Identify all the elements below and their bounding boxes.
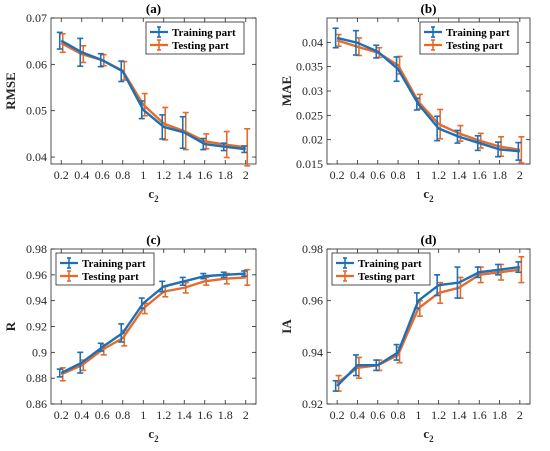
- legend-label: Testing part: [82, 271, 139, 283]
- x-tick-label: 0.4: [350, 408, 365, 422]
- x-tick-label: 0.8: [115, 408, 130, 422]
- x-tick-label: 2: [243, 168, 249, 182]
- x-tick-label: 0.8: [391, 168, 406, 182]
- x-tick-label: 2: [243, 408, 249, 422]
- y-tick-label: 0.9: [32, 345, 47, 359]
- x-tick-label: 1.8: [492, 408, 507, 422]
- x-tick-label: 0.4: [350, 168, 365, 182]
- x-tick-label: 1.4: [177, 168, 192, 182]
- y-axis-label: R: [3, 321, 18, 331]
- y-tick-label: 0.035: [296, 60, 323, 74]
- panel-title: (a): [146, 1, 161, 16]
- legend-label: Training part: [446, 27, 510, 39]
- x-tick-label: 1.6: [197, 168, 212, 182]
- y-tick-label: 0.98: [302, 242, 323, 256]
- x-tick-label: 1.4: [451, 408, 466, 422]
- x-tick-label: 1.8: [218, 168, 233, 182]
- x-axis-label-subscript: 2: [154, 194, 159, 204]
- y-tick-label: 0.94: [302, 345, 323, 359]
- x-tick-label: 1.2: [431, 408, 446, 422]
- y-tick-label: 0.06: [26, 57, 47, 71]
- legend-label: Testing part: [446, 40, 503, 52]
- x-axis-label-subscript: 2: [429, 434, 434, 444]
- x-axis-label-subscript: 2: [154, 434, 159, 444]
- panel-2: 0.86 0.88 0.9 0.92 0.94 0.96 0.98 0.2 0.4 0.6 0.8 1…: [3, 232, 256, 444]
- x-tick-label: 1.6: [197, 408, 212, 422]
- panel-1: 0.015 0.02 0.025 0.03 0.035 0.04 0.2 0.4 0.6 0.8 1…: [279, 1, 530, 204]
- x-axis-label: c2: [423, 186, 434, 204]
- x-tick-label: 0.6: [370, 168, 385, 182]
- x-tick-label: 0.2: [54, 168, 69, 182]
- x-tick-label: 0.6: [370, 408, 385, 422]
- x-tick-label: 0.6: [95, 168, 110, 182]
- y-tick-label: 0.88: [26, 371, 47, 385]
- legend-label: Testing part: [172, 40, 229, 52]
- x-tick-label: 0.4: [74, 408, 89, 422]
- y-axis-label: RMSE: [3, 72, 18, 110]
- y-tick-label: 0.04: [26, 150, 47, 164]
- x-tick-label: 1: [140, 408, 146, 422]
- y-tick-label: 0.07: [26, 11, 47, 25]
- legend-label: Testing part: [358, 271, 415, 283]
- x-tick-label: 1.4: [177, 408, 192, 422]
- x-tick-label: 1.2: [431, 168, 446, 182]
- y-tick-label: 0.04: [302, 35, 323, 49]
- x-axis-label: c2: [148, 426, 159, 444]
- y-tick-label: 0.025: [296, 108, 323, 122]
- panel-title: (c): [146, 232, 160, 247]
- x-tick-label: 1.4: [451, 168, 466, 182]
- x-tick-label: 2: [517, 168, 523, 182]
- legend-label: Training part: [82, 258, 146, 270]
- y-tick-label: 0.015: [296, 157, 323, 171]
- x-tick-label: 0.2: [54, 408, 69, 422]
- x-tick-label: 1: [415, 168, 421, 182]
- x-tick-label: 1.2: [156, 168, 171, 182]
- x-tick-label: 1.8: [218, 408, 233, 422]
- x-tick-label: 0.2: [330, 168, 345, 182]
- y-tick-label: 0.92: [26, 320, 47, 334]
- x-tick-label: 1: [140, 168, 146, 182]
- x-tick-label: 1: [415, 408, 421, 422]
- legend-label: Training part: [172, 27, 236, 39]
- x-tick-label: 0.6: [95, 408, 110, 422]
- x-tick-label: 0.4: [74, 168, 89, 182]
- y-tick-label: 0.02: [302, 133, 323, 147]
- y-tick-label: 0.98: [26, 242, 47, 256]
- x-axis-label: c2: [423, 426, 434, 444]
- y-tick-label: 0.86: [26, 397, 47, 411]
- x-axis-label-subscript: 2: [429, 194, 434, 204]
- panel-3: 0.92 0.94 0.96 0.98 0.2 0.4 0.6 0.8 1 1.2 1.4 1.6 1.…: [279, 232, 530, 444]
- y-tick-label: 0.92: [302, 397, 323, 411]
- y-tick-label: 0.03: [302, 84, 323, 98]
- y-tick-label: 0.05: [26, 104, 47, 118]
- y-tick-label: 0.96: [26, 268, 47, 282]
- y-axis-label: IA: [279, 319, 294, 334]
- x-tick-label: 1.2: [156, 408, 171, 422]
- panel-title: (d): [421, 232, 437, 247]
- y-axis-label: MAE: [279, 76, 294, 106]
- x-tick-label: 0.8: [115, 168, 130, 182]
- y-tick-label: 0.94: [26, 294, 47, 308]
- x-axis-label: c2: [148, 186, 159, 204]
- x-tick-label: 1.6: [472, 408, 487, 422]
- x-tick-label: 2: [517, 408, 523, 422]
- x-tick-label: 1.6: [472, 168, 487, 182]
- legend-label: Training part: [358, 258, 422, 270]
- x-tick-label: 0.8: [391, 408, 406, 422]
- y-tick-label: 0.96: [302, 294, 323, 308]
- panel-title: (b): [421, 1, 437, 16]
- panel-0: 0.04 0.05 0.06 0.07 0.2 0.4 0.6 0.8 1 1.2 1.4 1.6 1.…: [3, 1, 256, 204]
- x-tick-label: 1.8: [492, 168, 507, 182]
- x-tick-label: 0.2: [330, 408, 345, 422]
